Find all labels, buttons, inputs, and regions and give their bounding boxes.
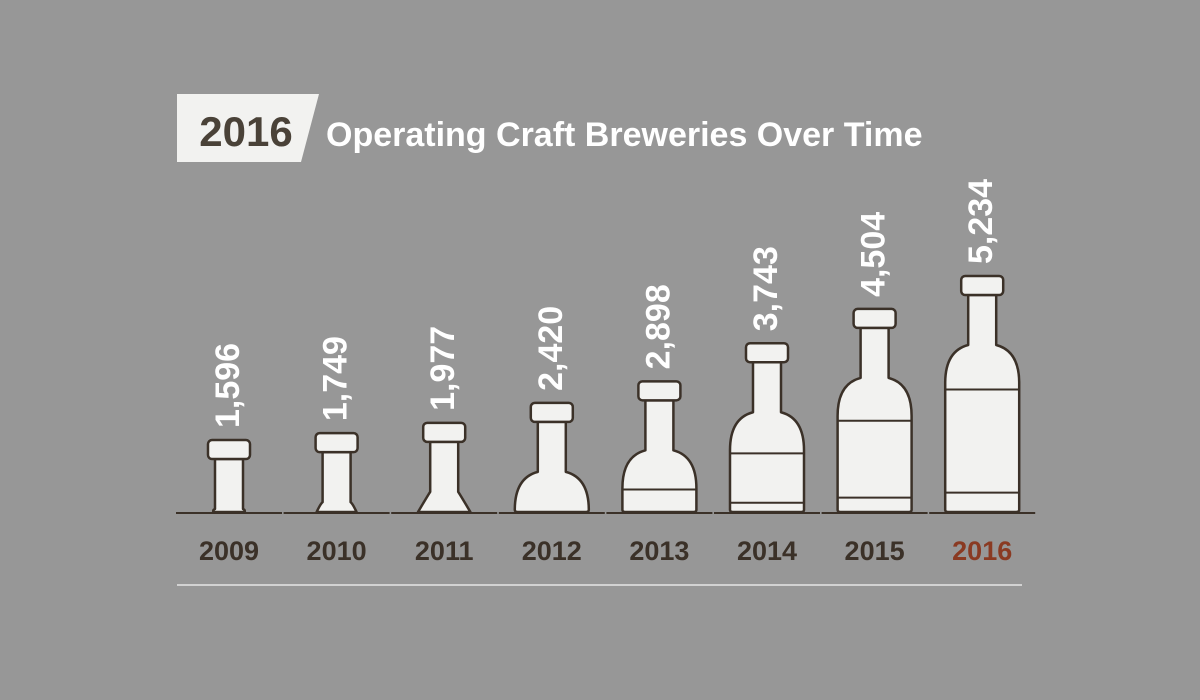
value-label: 2,898 xyxy=(639,284,677,369)
bottle-body xyxy=(728,360,806,514)
title-group: 2016 Operating Craft Breweries Over Time xyxy=(177,94,922,162)
bottle-cap xyxy=(959,274,1005,297)
year-labels-group: 2009 2010 2011 2012 2013 2014 2015 2016 xyxy=(199,536,1012,566)
year-label: 2010 xyxy=(307,536,367,566)
bottle-body xyxy=(416,440,472,514)
value-label: 1,977 xyxy=(424,326,462,411)
year-label: 2011 xyxy=(415,536,474,566)
value-label: 1,749 xyxy=(317,336,355,421)
year-badge-background xyxy=(177,94,319,162)
bottle-cap xyxy=(852,307,897,330)
value-label: 1,596 xyxy=(209,343,247,428)
bottle-icon xyxy=(513,401,591,514)
bottle-cap xyxy=(529,401,575,424)
bottle-icon xyxy=(206,438,252,514)
bottle-icon xyxy=(836,307,913,514)
value-label: 3,743 xyxy=(747,246,785,331)
value-label: 4,504 xyxy=(855,212,893,297)
value-label: 2,420 xyxy=(532,306,570,391)
year-label: 2012 xyxy=(522,536,582,566)
bottle-cap xyxy=(314,431,359,454)
bottle-cap xyxy=(744,341,790,364)
year-label: 2014 xyxy=(737,536,797,566)
bottle-icon xyxy=(416,421,472,514)
year-label: 2016 xyxy=(952,536,1012,566)
bottle-cap xyxy=(206,438,252,461)
year-label: 2013 xyxy=(629,536,689,566)
bottle-body xyxy=(513,420,591,514)
year-label: 2015 xyxy=(845,536,905,566)
bottle-cap xyxy=(637,380,682,402)
bottle-cap xyxy=(421,421,467,444)
year-badge-text: 2016 xyxy=(199,108,292,155)
bottle-body xyxy=(621,399,698,514)
bottle-icon xyxy=(621,380,698,514)
value-label: 5,234 xyxy=(962,179,1000,264)
value-labels-group: 1,596 1,749 1,977 2,420 2,898 3,743 4,504 5,234 xyxy=(209,179,1000,428)
bottle-icon xyxy=(943,274,1021,514)
chart-title: Operating Craft Breweries Over Time xyxy=(326,116,922,154)
year-label: 2009 xyxy=(199,536,259,566)
bottles-group xyxy=(206,274,1021,514)
bottle-body xyxy=(943,293,1021,514)
bottle-icon xyxy=(314,431,359,514)
bottle-body xyxy=(211,457,247,514)
bottle-icon xyxy=(728,341,806,514)
bottle-body xyxy=(315,450,358,514)
